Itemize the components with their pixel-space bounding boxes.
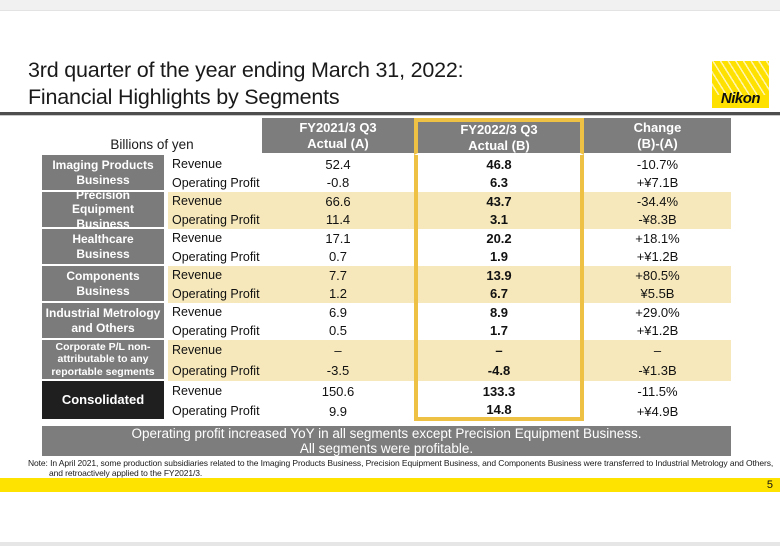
col-header-fy2022-line2: Actual (B) xyxy=(468,137,530,153)
cell-value: 11.4 xyxy=(262,210,414,229)
footnote-line1: Note: In April 2021, some production sub… xyxy=(28,458,774,468)
cell-value: 0.5 xyxy=(262,321,414,340)
cell-value: +¥1.2B xyxy=(584,321,731,340)
cell-value: – xyxy=(414,340,584,361)
cell-value: +¥4.9B xyxy=(584,401,731,421)
cell-value: 46.8 xyxy=(414,155,584,174)
cell-value: +¥7.1B xyxy=(584,173,731,192)
cell-value: -¥1.3B xyxy=(584,360,731,381)
col-header-fy2021: FY2021/3 Q3 Actual (A) xyxy=(262,118,414,155)
cell-value: 150.6 xyxy=(262,381,414,401)
col-header-fy2021-line2: Actual (A) xyxy=(307,135,369,151)
cell-value: 133.3 xyxy=(414,381,584,401)
footnote-line2: and retroactively applied to the FY2021/… xyxy=(49,468,203,478)
segments-table: Billions of yen FY2021/3 Q3 Actual (A) F… xyxy=(42,118,731,421)
row-label: Operating Profit xyxy=(168,173,262,192)
cell-value: 1.9 xyxy=(414,247,584,266)
title-divider xyxy=(0,112,780,116)
col-header-fy2022-line1: FY2022/3 Q3 xyxy=(460,121,538,137)
summary-banner: Operating profit increased YoY in all se… xyxy=(42,426,731,456)
row-label: Revenue xyxy=(168,192,262,211)
cell-value: 13.9 xyxy=(414,266,584,285)
cell-value: 1.7 xyxy=(414,321,584,340)
cell-value: 66.6 xyxy=(262,192,414,211)
col-header-change: Change (B)-(A) xyxy=(584,118,731,155)
cell-value: 6.9 xyxy=(262,303,414,322)
cell-value: 20.2 xyxy=(414,229,584,248)
row-label: Operating Profit xyxy=(168,360,262,381)
summary-banner-line2: All segments were profitable. xyxy=(299,441,474,456)
row-label: Revenue xyxy=(168,266,262,285)
row-label: Operating Profit xyxy=(168,321,262,340)
row-label: Operating Profit xyxy=(168,401,262,421)
cell-value: 9.9 xyxy=(262,401,414,421)
row-label: Operating Profit xyxy=(168,247,262,266)
row-label: Revenue xyxy=(168,381,262,401)
row-label: Revenue xyxy=(168,155,262,174)
cell-value: 6.3 xyxy=(414,173,584,192)
cell-value: 8.9 xyxy=(414,303,584,322)
row-label: Revenue xyxy=(168,303,262,322)
cell-value: -0.8 xyxy=(262,173,414,192)
cell-value: +¥1.2B xyxy=(584,247,731,266)
row-label: Operating Profit xyxy=(168,210,262,229)
slide-title-line1: 3rd quarter of the year ending March 31,… xyxy=(28,58,464,82)
cell-value: 14.8 xyxy=(414,401,584,421)
col-header-fy2022: FY2022/3 Q3 Actual (B) xyxy=(414,118,584,155)
cell-value: +29.0% xyxy=(584,303,731,322)
cell-value: 17.1 xyxy=(262,229,414,248)
segment-label-corporate: Corporate P/L non-attributable to any re… xyxy=(42,340,168,381)
col-header-fy2021-line1: FY2021/3 Q3 xyxy=(299,119,377,135)
segment-label-components: Components Business xyxy=(42,266,168,303)
cell-value: – xyxy=(584,340,731,361)
cell-value: -3.5 xyxy=(262,360,414,381)
nikon-logo: Nikon xyxy=(712,61,769,108)
cell-value: ¥5.5B xyxy=(584,284,731,303)
cell-value: 6.7 xyxy=(414,284,584,303)
cell-value: -10.7% xyxy=(584,155,731,174)
summary-banner-line1: Operating profit increased YoY in all se… xyxy=(131,426,642,441)
slide-title: 3rd quarter of the year ending March 31,… xyxy=(28,57,464,111)
cell-value: 1.2 xyxy=(262,284,414,303)
page-number: 5 xyxy=(766,479,773,491)
cell-value: -11.5% xyxy=(584,381,731,401)
cell-value: -34.4% xyxy=(584,192,731,211)
row-label: Operating Profit xyxy=(168,284,262,303)
cell-value: 43.7 xyxy=(414,192,584,211)
segment-label-consolidated: Consolidated xyxy=(42,381,168,421)
frame-top-strip xyxy=(0,0,780,11)
frame-bottom-strip xyxy=(0,542,780,546)
cell-value: 52.4 xyxy=(262,155,414,174)
segment-label-precision: Precision Equipment Business xyxy=(42,188,168,231)
segment-label-industrial-metrology: Industrial Metrology and Others xyxy=(42,303,168,340)
slide-title-line2: Financial Highlights by Segments xyxy=(28,85,340,109)
footnote: Note: In April 2021, some production sub… xyxy=(28,458,776,478)
cell-value: -¥8.3B xyxy=(584,210,731,229)
col-header-change-line1: Change xyxy=(633,119,682,135)
cell-value: -4.8 xyxy=(414,360,584,381)
cell-value: 0.7 xyxy=(262,247,414,266)
row-label: Revenue xyxy=(168,229,262,248)
cell-value: +18.1% xyxy=(584,229,731,248)
segment-label-healthcare: Healthcare Business xyxy=(42,229,168,266)
footer-accent-bar: 5 xyxy=(0,478,780,492)
segment-label-imaging: Imaging Products Business xyxy=(42,155,168,192)
cell-value: +80.5% xyxy=(584,266,731,285)
nikon-logo-wordmark: Nikon xyxy=(720,90,761,107)
cell-value: – xyxy=(262,340,414,361)
col-header-change-line2: (B)-(A) xyxy=(637,135,678,151)
cell-value: 7.7 xyxy=(262,266,414,285)
row-label: Revenue xyxy=(168,340,262,361)
unit-label: Billions of yen xyxy=(42,118,262,155)
cell-value: 3.1 xyxy=(414,210,584,229)
nikon-logo-rays-icon xyxy=(712,61,769,95)
